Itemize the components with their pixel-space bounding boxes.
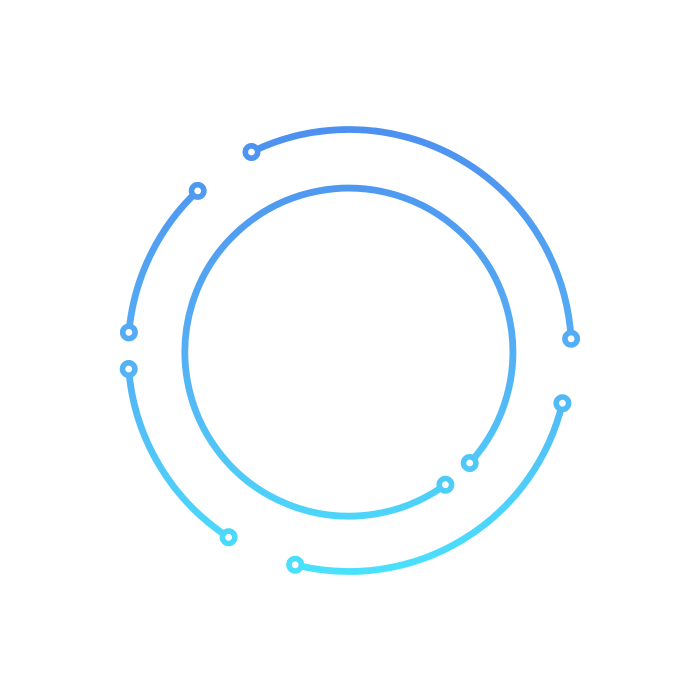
outer-lower-left-arc	[125, 368, 231, 541]
outer-upper-left-arc	[125, 188, 201, 333]
inner-circle-arc-node-end-ring-icon	[460, 453, 479, 472]
inner-circle-arc-node-start-ring-icon	[436, 475, 455, 494]
outer-upper-left-arc-node-end-ring-icon	[188, 181, 207, 200]
outer-bottom-arc-node-start-ring-icon	[553, 394, 572, 413]
outer-top-arc	[250, 126, 575, 340]
outer-upper-left-arc-node-start-ring-icon	[119, 323, 138, 342]
outer-top-arc-node-start-ring-icon	[242, 143, 261, 162]
outer-lower-left-arc-node-end-ring-icon	[119, 359, 138, 378]
inner-circle-arc	[181, 184, 517, 520]
outer-top-arc-node-end-ring-icon	[562, 329, 581, 348]
outer-bottom-arc-node-end-ring-icon	[286, 555, 305, 574]
outer-bottom-arc	[294, 402, 566, 575]
outer-lower-left-arc-node-start-ring-icon	[219, 528, 238, 547]
